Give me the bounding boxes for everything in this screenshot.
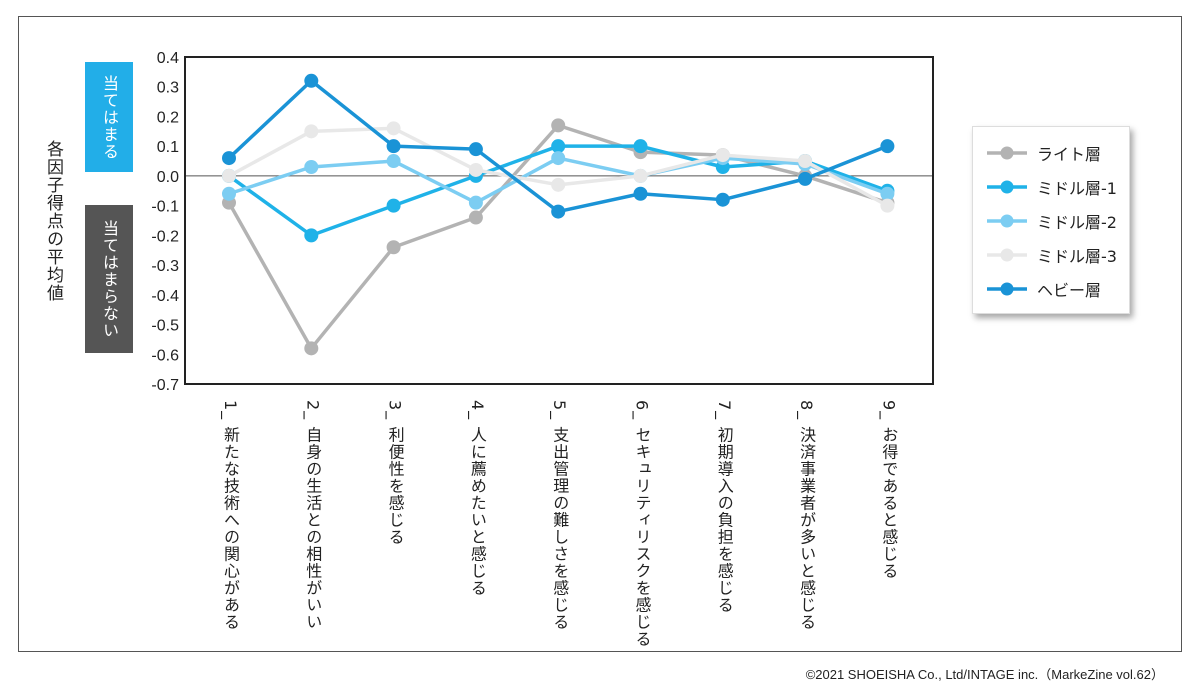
x-tick-label: 1_ 新たな技術への関心がある: [221, 400, 240, 631]
data-point: [304, 124, 319, 139]
data-point: [386, 139, 401, 154]
data-point: [633, 139, 648, 154]
legend-marker: [1000, 248, 1014, 262]
x-tick-label: 7_ 初期導入の負担を感じる: [714, 400, 734, 614]
data-point: [551, 204, 566, 219]
y-tick-label: 0.0: [157, 169, 179, 186]
legend-label: ミドル層-1: [1037, 179, 1117, 198]
x-tick-label: 2_ 自身の生活との相性がいい: [303, 400, 323, 631]
y-tick-label: 0.3: [157, 80, 179, 97]
data-point: [551, 177, 566, 192]
data-point: [222, 168, 236, 183]
data-point: [880, 186, 895, 201]
data-point: [386, 198, 401, 213]
copyright-text: ©2021 SHOEISHA Co., Ltd/INTAGE inc.（Mark…: [805, 667, 1164, 682]
legend-item: ミドル層-2: [985, 209, 1117, 233]
negative-badge: 当てはまらない: [85, 205, 133, 353]
x-tick-label: 8_ 決済事業者が多いと感じる: [797, 400, 817, 631]
y-tick-label: 0.4: [157, 50, 179, 67]
data-point: [222, 151, 236, 166]
data-point: [304, 228, 319, 243]
y-axis-title: 各因子得点の平均値: [43, 140, 63, 302]
legend-marker: [1000, 180, 1014, 194]
legend-swatch: [987, 282, 1027, 296]
legend-marker: [1000, 282, 1014, 296]
data-point: [468, 162, 483, 177]
legend-swatch: [987, 146, 1027, 160]
series-lines: [222, 73, 895, 356]
data-point: [551, 118, 566, 133]
data-point: [304, 73, 319, 88]
data-point: [386, 121, 401, 136]
data-point: [386, 154, 401, 169]
data-point: [633, 168, 648, 183]
y-tick-label: -0.2: [151, 228, 179, 245]
x-tick-label: 5_ 支出管理の難しさを感じる: [550, 400, 570, 631]
data-point: [880, 198, 895, 213]
y-tick-label: -0.5: [151, 318, 179, 335]
y-tick-label: 0.1: [157, 139, 179, 156]
x-tick-label: 6_ セキュリティリスクを感じる: [632, 400, 652, 648]
data-point: [798, 171, 813, 186]
series: [222, 121, 895, 213]
data-point: [222, 186, 236, 201]
data-point: [715, 192, 730, 207]
y-tick-label: 0.2: [157, 109, 179, 126]
x-tick-label: 9_ お得であると感じる: [879, 400, 899, 580]
legend-swatch: [987, 180, 1027, 194]
data-point: [798, 154, 813, 169]
data-point: [715, 148, 730, 163]
y-tick-label: -0.1: [151, 199, 179, 216]
positive-badge: 当てはまる: [85, 62, 133, 172]
legend-label: ミドル層-2: [1037, 213, 1117, 232]
y-tick-label: -0.4: [151, 288, 179, 305]
y-tick-label: -0.6: [151, 347, 179, 364]
legend-item: ライト層: [985, 141, 1101, 165]
data-point: [304, 159, 319, 174]
legend: ライト層 ミドル層-1 ミドル層-2 ミドル層-3 ヘビー層: [972, 126, 1130, 314]
legend-item: ヘビー層: [985, 277, 1101, 301]
series: [222, 73, 895, 219]
data-point: [468, 142, 483, 157]
x-tick-label: 4_ 人に薦めたいと感じる: [467, 400, 487, 597]
legend-label: ライト層: [1037, 145, 1102, 164]
legend-item: ミドル層-1: [985, 175, 1117, 199]
data-point: [880, 139, 895, 154]
legend-marker: [1000, 214, 1014, 228]
legend-swatch: [987, 248, 1027, 262]
x-tick-label: 3_ 利便性を感じる: [385, 400, 405, 546]
y-tick-label: -0.3: [151, 258, 179, 275]
y-tick-label: -0.7: [151, 377, 179, 394]
data-point: [468, 195, 483, 210]
data-point: [633, 186, 648, 201]
data-point: [551, 151, 566, 166]
legend-label: ヘビー層: [1037, 281, 1102, 300]
legend-swatch: [987, 214, 1027, 228]
data-point: [551, 139, 566, 154]
data-point: [386, 240, 401, 255]
y-axis-ticks: 0.4 0.3 0.2 0.1 0.0 -0.1 -0.2 -0.3 -0.4 -0.5 -0.6 -…: [151, 50, 179, 394]
plot-area: [184, 56, 934, 385]
data-point: [304, 341, 319, 356]
data-point: [468, 210, 483, 225]
legend-marker: [1000, 146, 1014, 160]
legend-item: ミドル層-3: [985, 243, 1117, 267]
chart-frame: [18, 16, 1182, 652]
legend-label: ミドル層-3: [1037, 247, 1117, 266]
